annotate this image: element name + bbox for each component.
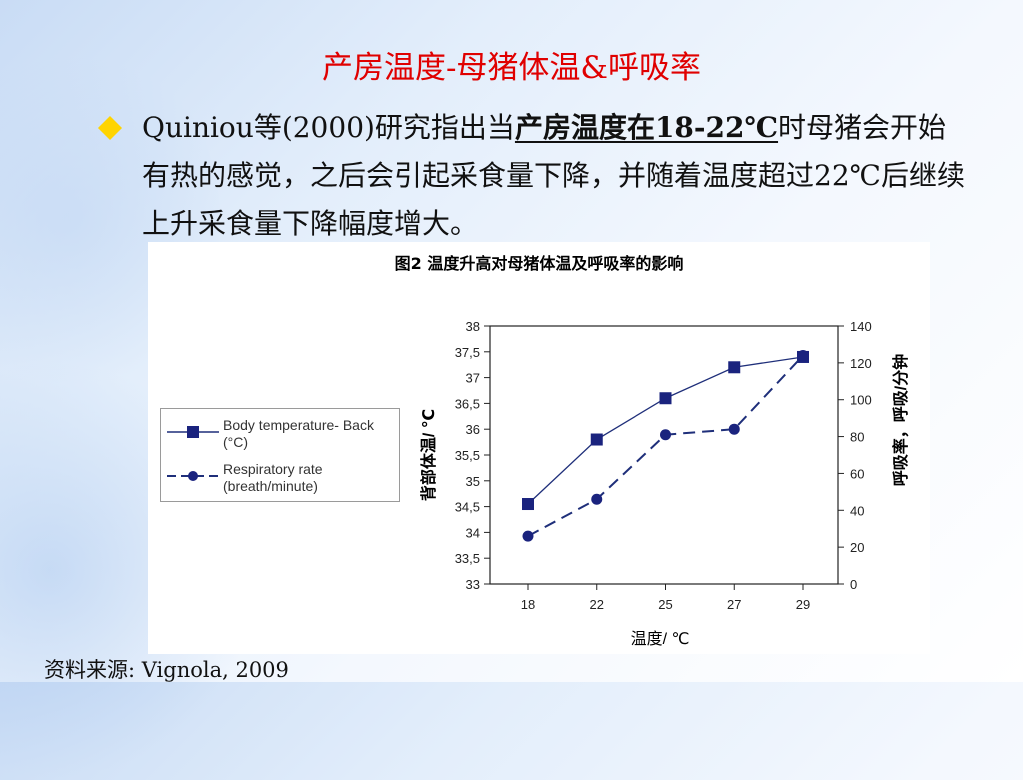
x-tick-label: 22 [590, 597, 604, 612]
y-left-tick-label: 34,5 [455, 500, 480, 515]
x-tick-label: 27 [727, 597, 741, 612]
paragraph-emphasis: 产房温度在18-22℃ [514, 111, 779, 144]
y-left-tick-label: 33 [466, 577, 480, 592]
paragraph-text: 时母猪会开始有热的感觉，之后会引起采食量下降，并随着温度超过22℃后继续上升采食… [142, 111, 965, 240]
data-point-circle [660, 429, 671, 441]
source-citation: 资料来源: Vignola, 2009 [44, 658, 289, 682]
y-left-tick-label: 35,5 [455, 448, 480, 463]
legend-key-square-icon [167, 426, 219, 438]
slide-title: 产房温度-母猪体温&呼吸率 [321, 50, 702, 86]
chart-caption: 图2 温度升高对母猪体温及呼吸率的影响 [394, 254, 684, 273]
data-point-circle [591, 493, 603, 505]
y-right-tick-label: 120 [850, 356, 872, 371]
y-left-tick-label: 36,5 [455, 396, 480, 411]
x-tick-label: 29 [796, 597, 810, 612]
y-right-tick-label: 60 [850, 466, 864, 481]
data-point-square [522, 498, 534, 511]
y-right-tick-label: 20 [850, 540, 864, 555]
y-right-tick-label: 80 [850, 430, 864, 445]
y-right-tick-label: 0 [850, 577, 857, 592]
y-left-axis-label: 背部体温/ ℃ [419, 409, 438, 501]
legend-label: Respiratory rate [223, 461, 323, 477]
data-point-square [590, 433, 603, 446]
data-point-circle [728, 423, 740, 435]
legend-label: (°C) [223, 434, 249, 450]
body-paragraph: Quiniou等(2000)研究指出当产房温度在18-22℃时母猪会开始有热的感… [142, 104, 972, 248]
series-line-respiratory-rate [527, 354, 804, 537]
paragraph-text: Quiniou等(2000)研究指出当 [142, 111, 515, 144]
plot-frame [489, 325, 839, 585]
legend-label: Body temperature- Back [223, 417, 374, 433]
data-point-circle [522, 530, 534, 542]
y-left-tick-label: 35 [466, 474, 480, 489]
y-left-tick-label: 33,5 [455, 551, 480, 566]
y-left-tick-label: 38 [466, 319, 480, 334]
chart-panel: 图2 温度升高对母猪体温及呼吸率的影响 Body temperature- Ba… [148, 242, 930, 654]
data-point-square [728, 361, 741, 374]
y-left-tick-label: 34 [466, 525, 480, 540]
y-right-tick-label: 140 [850, 319, 872, 334]
x-tick-label: 25 [658, 597, 672, 612]
y-right-axis-label: 呼吸率，呼吸/分钟 [891, 354, 910, 486]
x-tick-label: 18 [521, 597, 535, 612]
y-left-tick-label: 37 [466, 371, 480, 386]
legend-key-circle-icon [167, 471, 219, 481]
data-point-square [659, 392, 672, 405]
y-right-tick-label: 40 [850, 503, 864, 518]
chart-legend: Body temperature- Back (°C) Respiratory … [160, 408, 400, 502]
x-axis-label: 温度/ ℃ [631, 630, 690, 648]
y-right-tick-label: 100 [850, 393, 872, 408]
y-left-tick-label: 36 [466, 422, 480, 437]
data-point-circle [797, 349, 809, 361]
legend-label: (breath/minute) [223, 478, 318, 494]
y-left-tick-label: 37,5 [455, 345, 480, 360]
line-chart: 33 33,5 34 34,5 35 35,5 36 36,5 37 37,5 38 0 20 40 60 8… [419, 319, 910, 648]
